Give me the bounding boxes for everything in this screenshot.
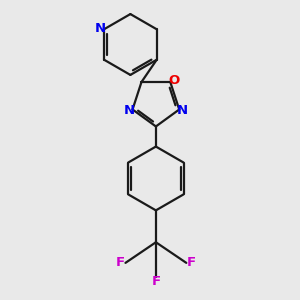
Text: N: N [95, 22, 106, 35]
Text: N: N [177, 104, 188, 117]
Text: O: O [169, 74, 180, 87]
Text: F: F [151, 274, 160, 287]
Text: F: F [187, 256, 196, 269]
Text: N: N [124, 104, 135, 117]
Text: F: F [116, 256, 125, 269]
